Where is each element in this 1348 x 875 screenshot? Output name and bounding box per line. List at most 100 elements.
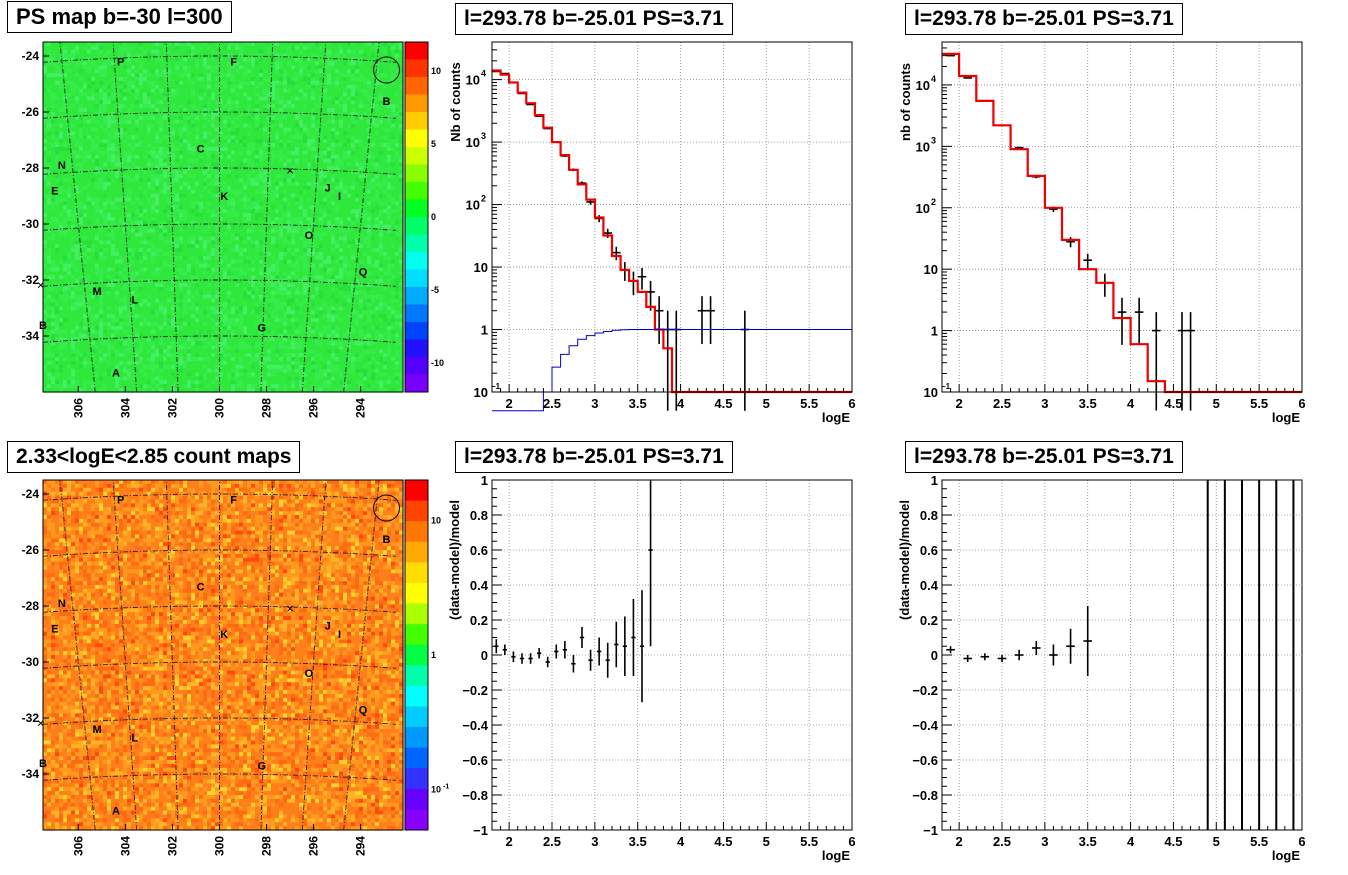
count-map-source-label: N (58, 598, 66, 610)
residual-left-x-label: logE (822, 848, 850, 863)
count-map-source-label: L (131, 733, 138, 745)
spectrum-left-x-tick-label: 4.5 (714, 396, 732, 411)
ps-map-y-tick-label: -28 (22, 161, 40, 175)
ps-map-source-label: O (305, 230, 314, 242)
ps-map-y-tick-label: -26 (22, 105, 40, 119)
residual-right-x-axis (942, 822, 1302, 830)
residual-right-x-label: logE (1272, 848, 1300, 863)
spectrum-right-x-tick-label: 5.5 (1250, 396, 1268, 411)
spectrum-left-x-tick-label: 3 (591, 396, 598, 411)
residual-left-y-label: (data-model)/model (447, 500, 462, 620)
ps-map-source-x: × (286, 163, 294, 178)
spectrum-left-model-step (492, 71, 852, 393)
residual-left-y-tick-label: −0.4 (462, 718, 488, 733)
spectrum-right-x-tick-label: 6 (1298, 396, 1305, 411)
ps-map-y-tick-label: -34 (22, 329, 40, 343)
count-map-y-tick-label: -30 (22, 655, 40, 669)
spectrum-left-x-tick-label: 2 (506, 396, 513, 411)
residual-right-y-tick-label: −0.4 (912, 718, 938, 733)
residual-right-y-tick-label: 0.6 (920, 543, 938, 558)
residual-right-x-tick-label: 4 (1127, 834, 1135, 849)
ps-map-x-tick-label: 300 (212, 398, 226, 418)
residual-left-x-axis (492, 822, 852, 830)
ps-map-colorbar-tick: -5 (431, 285, 439, 295)
count-map-source-label: F (230, 495, 237, 507)
ps-map-x-tick-label: 302 (165, 398, 179, 418)
residual-right-x-tick-label: 3 (1041, 834, 1048, 849)
residual-left-data-points (494, 480, 653, 702)
ps-map-y-tick-label: -30 (22, 217, 40, 231)
spectrum-right-y-tick-exp: 3 (931, 135, 936, 145)
residual-left-x-tick-label: 4.5 (714, 834, 732, 849)
spectrum-right-y-tick-label: 10 (916, 201, 930, 216)
residual-right-x-tick-label: 6 (1298, 834, 1305, 849)
spectrum-right-y-tick-exp: 2 (931, 197, 936, 207)
spectrum-right-x-tick-label: 5 (1213, 396, 1220, 411)
spectrum-right-y-tick-label: 1 (931, 324, 938, 339)
count-map-source-label: I (338, 629, 341, 641)
count-map-source-label: J (325, 621, 331, 633)
spectrum-left-y-tick-label: 10 (474, 260, 488, 275)
residual-left-y-tick-label: −0.8 (462, 788, 488, 803)
spectrum-left-x-label: logE (822, 410, 850, 425)
residual-left-y-tick-label: 0.2 (470, 613, 488, 628)
residual-left-x-tick-label: 3.5 (629, 834, 647, 849)
ps-map-y-tick-label: -32 (22, 273, 40, 287)
ps-map-colorbar (405, 42, 428, 393)
count-map-x-tick-label: 302 (165, 836, 179, 856)
count-map-y-tick-label: -24 (22, 487, 40, 501)
spectrum-right-y-tick-label: 10 (916, 78, 930, 93)
ps-map-x-tick-label: 298 (260, 398, 274, 418)
residual-left-y-ticks (492, 480, 502, 830)
spectrum-left-y-label: Nb of counts (448, 62, 463, 141)
spectrum-right-x-tick-label: 4 (1127, 396, 1135, 411)
spectrum-right-x-tick-label: 2.5 (993, 396, 1011, 411)
count-map-x-tick-label: 296 (307, 836, 321, 856)
count-map-source-x: × (286, 601, 294, 616)
spectrum-left-x-tick-label: 6 (848, 396, 855, 411)
residual-right-x-tick-label: 3.5 (1079, 834, 1097, 849)
ps-map-source-label: E (51, 185, 58, 197)
residual-left-x-tick-label: 4 (677, 834, 685, 849)
residual-left-x-tick-label: 6 (848, 834, 855, 849)
count-map-y-tick-label: -34 (22, 767, 40, 781)
spectrum-left-frame (492, 42, 852, 392)
spectrum-right-grid-y (942, 85, 1302, 331)
residual-right-grid-x (959, 480, 1259, 830)
count-map-x-tick-label: 306 (71, 836, 85, 856)
residual-right-y-tick-label: 0.4 (920, 578, 939, 593)
spectrum-right-x-tick-label: 3.5 (1079, 396, 1097, 411)
spectrum-left-y-ticks (492, 42, 502, 392)
spectrum-left-y-tick-label: 10 (466, 73, 480, 88)
count-map-colorbar (405, 480, 428, 831)
ps-map-x-tick-label: 294 (354, 398, 368, 418)
spectrum-left-x-tick-label: 4 (677, 396, 685, 411)
count-map-source-label: B (39, 758, 47, 770)
ps-map-source-label: P (117, 57, 124, 69)
ps-map-source-label: A (112, 367, 120, 379)
ps-map-colorbar-tick: 0 (431, 212, 436, 222)
spectrum-right-y-tick-label: 10 (916, 139, 930, 154)
residual-right-x-tick-label: 5 (1213, 834, 1220, 849)
ps-map-colorbar-tick: 5 (431, 139, 436, 149)
count-map-source-label: K (220, 629, 228, 641)
spectrum-right-y-label: nb of counts (898, 63, 913, 141)
count-map-source-label: P (117, 495, 124, 507)
spectrum-right-y-tick-label: 10 (924, 262, 938, 277)
spectrum-right-y-ticks (942, 42, 952, 392)
count-map-colorbar-tick: 1 (431, 650, 436, 660)
ps-map-source-label: I (338, 191, 341, 203)
residual-left-grid-y (492, 515, 852, 795)
spectrum-right-grid-x (959, 42, 1259, 392)
spectrum-left-y-tick-label: 10 (466, 135, 480, 150)
spectrum-right-x-axis (942, 384, 1302, 392)
spectrum-left-data-points (492, 71, 749, 411)
ps-map-source-label: N (58, 160, 66, 172)
residual-right-x-tick-label: 2 (956, 834, 963, 849)
spectrum-left-y-tick-exp: 3 (481, 131, 486, 141)
count-map-source-label: A (112, 805, 120, 817)
spectrum-left-x-tick-label: 2.5 (543, 396, 561, 411)
count-map-source-label: E (51, 623, 58, 635)
count-map-colorbar-tick: 10 (431, 785, 441, 795)
count-map-source-label: G (258, 761, 267, 773)
